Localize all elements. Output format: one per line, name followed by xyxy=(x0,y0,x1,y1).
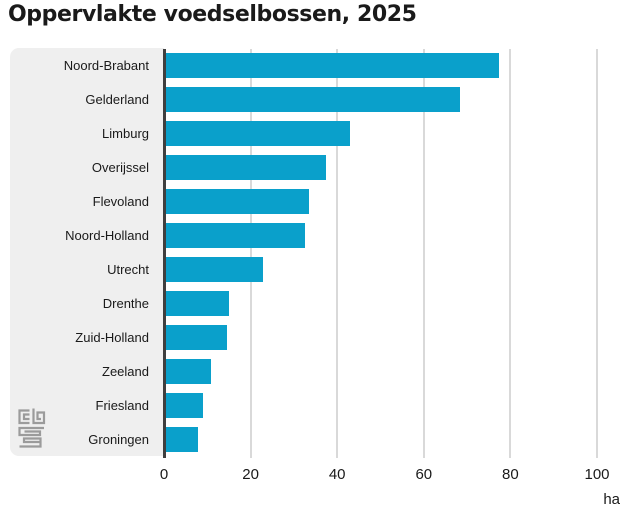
bar-Noord-Holland xyxy=(166,222,305,248)
category-label: Overijssel xyxy=(91,159,149,175)
category-label: Zeeland xyxy=(102,363,149,379)
bars xyxy=(166,48,626,456)
gridline xyxy=(249,49,252,458)
category-label: Noord-Brabant xyxy=(63,57,149,73)
x-tick-label: 100 xyxy=(584,466,610,483)
category-label: Friesland xyxy=(95,397,149,413)
bar-row xyxy=(166,184,626,218)
bar-row xyxy=(166,252,626,286)
bar-row xyxy=(166,354,626,388)
bar-Noord-Brabant xyxy=(166,52,500,78)
bar-Zeeland xyxy=(166,358,212,384)
bar-Friesland xyxy=(166,392,203,418)
cbs-logo-icon xyxy=(18,408,46,448)
bar-row xyxy=(166,422,626,456)
bar-row xyxy=(166,320,626,354)
x-tick-label: 0 xyxy=(159,466,169,483)
x-tick-label: 40 xyxy=(328,466,346,483)
category-labels: Noord-Brabant Gelderland Limburg Overijssel… xyxy=(10,48,149,456)
category-label: Zuid-Holland xyxy=(75,329,149,345)
bar-row xyxy=(166,48,626,82)
bar-Utrecht xyxy=(166,256,264,282)
gridline xyxy=(596,49,598,458)
bar-Overijssel xyxy=(166,154,327,180)
category-label: Drenthe xyxy=(102,295,149,311)
gridline xyxy=(336,49,339,458)
bar-Groningen xyxy=(166,426,199,452)
gridline xyxy=(422,49,425,458)
x-axis-ticks: 0 20 40 60 80 100 xyxy=(0,466,626,532)
category-label-panel xyxy=(10,48,164,456)
x-tick-label: 60 xyxy=(415,466,433,483)
bar-row xyxy=(166,286,626,320)
category-label: Groningen xyxy=(88,431,149,447)
bar-Gelderland xyxy=(166,86,461,112)
bar-Zuid-Holland xyxy=(166,324,227,350)
chart-title: Oppervlakte voedselbossen, 2025 xyxy=(8,2,417,27)
y-axis-line xyxy=(163,49,166,458)
bar-chart: Noord-Brabant Gelderland Limburg Overijssel… xyxy=(0,48,626,460)
bar-Drenthe xyxy=(166,290,229,316)
x-axis-unit-label: ha xyxy=(603,491,620,508)
x-tick-label: 20 xyxy=(242,466,259,483)
category-label: Limburg xyxy=(102,125,149,141)
category-label: Flevoland xyxy=(92,193,149,209)
bar-row xyxy=(166,82,626,116)
category-label: Utrecht xyxy=(107,261,149,277)
bar-row xyxy=(166,388,626,422)
bar-row xyxy=(166,150,626,184)
bar-Limburg xyxy=(166,120,351,146)
category-label: Noord-Holland xyxy=(65,227,149,243)
gridline xyxy=(509,49,512,458)
bar-row xyxy=(166,218,626,252)
x-tick-label: 80 xyxy=(502,466,519,483)
bar-Flevoland xyxy=(166,188,309,214)
bar-row xyxy=(166,116,626,150)
category-label: Gelderland xyxy=(85,91,149,107)
